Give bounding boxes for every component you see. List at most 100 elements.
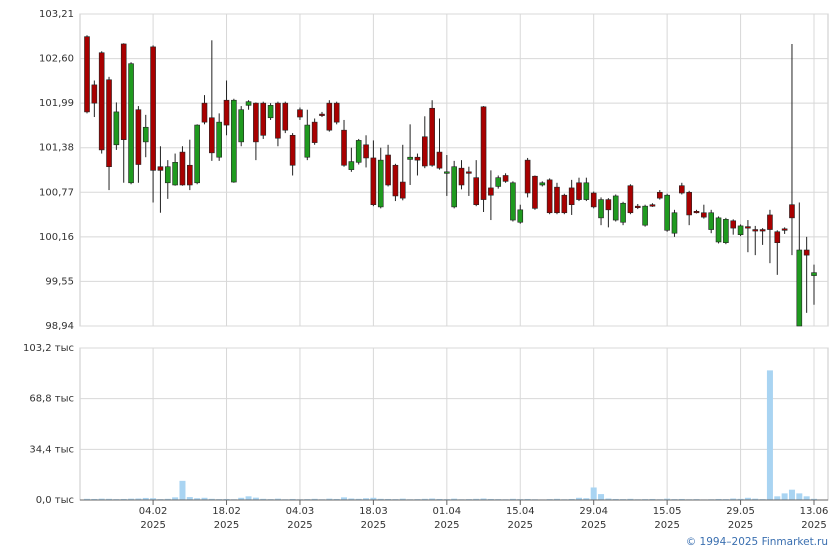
volume-bar — [730, 498, 737, 500]
candle-body — [627, 185, 634, 214]
candle-body — [319, 113, 325, 116]
labels: 98,94 99,55 100,16 100,77 101,38 101,99 102,60… — [23, 9, 828, 531]
candle-body — [730, 220, 737, 229]
x-tick-label-line: 13.06 — [800, 506, 829, 517]
x-tick-label-line: 29.05 — [726, 506, 755, 517]
candle-body — [297, 109, 303, 118]
x-tick-label: 15.05 2025 — [653, 506, 682, 531]
candle-body — [201, 102, 208, 123]
x-tick-label-line: 29.04 — [579, 506, 608, 517]
x-tick-label-line: 2025 — [508, 520, 533, 531]
candle-body — [436, 151, 443, 169]
x-tick-label-line: 2025 — [214, 520, 239, 531]
volume-bar — [473, 498, 480, 500]
volume-bar — [737, 498, 744, 500]
candle-body — [715, 217, 722, 243]
candle-body — [370, 157, 377, 206]
candle-body — [620, 202, 626, 223]
candle-body — [679, 185, 685, 194]
candle-body — [194, 124, 200, 184]
candle-body — [187, 164, 193, 186]
candle-body — [238, 109, 245, 143]
candle-body — [561, 194, 568, 214]
volume-bar — [289, 498, 296, 500]
candle-body — [231, 99, 237, 183]
candle-body — [106, 79, 112, 168]
volume-bar — [803, 496, 810, 500]
volume-bar — [649, 498, 656, 500]
candle-body — [642, 205, 648, 226]
x-tick-label-line: 04.03 — [286, 506, 315, 517]
volume-bar — [752, 498, 759, 500]
candle-body — [282, 102, 289, 131]
candle-body — [554, 186, 560, 214]
candle-body — [311, 121, 318, 143]
candle-body — [473, 177, 480, 206]
candle-body — [289, 134, 296, 166]
candle-body — [803, 249, 810, 256]
volume-bar — [766, 370, 773, 500]
candle-body — [444, 171, 450, 174]
volume-bar — [576, 497, 583, 500]
volume-bar — [664, 498, 671, 500]
x-tick-label-line: 2025 — [581, 520, 606, 531]
candle-body — [796, 249, 803, 327]
candle-body — [157, 166, 164, 171]
candle-body — [128, 63, 134, 184]
volume-bar — [553, 498, 560, 500]
volume-bar — [245, 496, 252, 500]
x-tick-label-line: 2025 — [654, 520, 679, 531]
volume-bar — [252, 497, 259, 500]
volume-bar — [274, 498, 281, 500]
candle-body — [355, 140, 362, 163]
candle-body — [488, 187, 494, 196]
x-tick-label-line: 2025 — [140, 520, 165, 531]
candle-body — [392, 164, 399, 197]
volume-bar — [333, 498, 340, 500]
candle-body — [267, 105, 274, 119]
x-tick-label-line: 2025 — [287, 520, 312, 531]
candle-body — [502, 175, 509, 182]
volume-bar — [186, 497, 193, 500]
candle-body — [701, 212, 707, 218]
volume-bar — [355, 498, 362, 500]
candle-body — [612, 195, 619, 221]
candle-body — [458, 167, 465, 186]
candle-body — [752, 229, 759, 232]
volume-bar — [260, 498, 267, 500]
volume-panel — [79, 347, 829, 501]
candle-body — [429, 107, 435, 166]
candle-body — [708, 212, 714, 230]
volume-bar — [612, 498, 619, 500]
candle-body — [759, 229, 766, 232]
volume-bar — [370, 497, 377, 500]
volume-bar — [179, 480, 186, 500]
candle-body — [333, 102, 340, 123]
volume-bar — [487, 498, 494, 500]
volume-bar — [98, 498, 105, 500]
candle-body — [568, 187, 575, 206]
volume-bar — [451, 498, 458, 500]
candle-body — [451, 166, 457, 208]
x-tick-label-line: 2025 — [801, 520, 826, 531]
volume-bar — [598, 494, 605, 500]
volume-bar — [385, 498, 392, 500]
candle-body — [576, 182, 582, 200]
candle-body — [539, 182, 546, 186]
x-tick-label: 13.06 2025 — [800, 506, 829, 531]
y-tick-label: 103,21 — [39, 9, 74, 20]
volume-bar — [480, 498, 487, 500]
candle-body — [253, 102, 259, 143]
x-tick-label-line: 15.04 — [506, 506, 535, 517]
candle-body — [590, 192, 597, 208]
candle-body — [811, 272, 817, 276]
x-tick-label-line: 2025 — [361, 520, 386, 531]
volume-bar — [627, 498, 634, 500]
grid — [80, 13, 828, 505]
x-tick-label-line: 15.05 — [653, 506, 682, 517]
candle-body — [385, 154, 391, 186]
x-tick-label: 04.02 2025 — [139, 506, 168, 531]
candle-body — [275, 102, 281, 139]
candle-body — [216, 121, 222, 158]
candle-body — [598, 199, 604, 219]
